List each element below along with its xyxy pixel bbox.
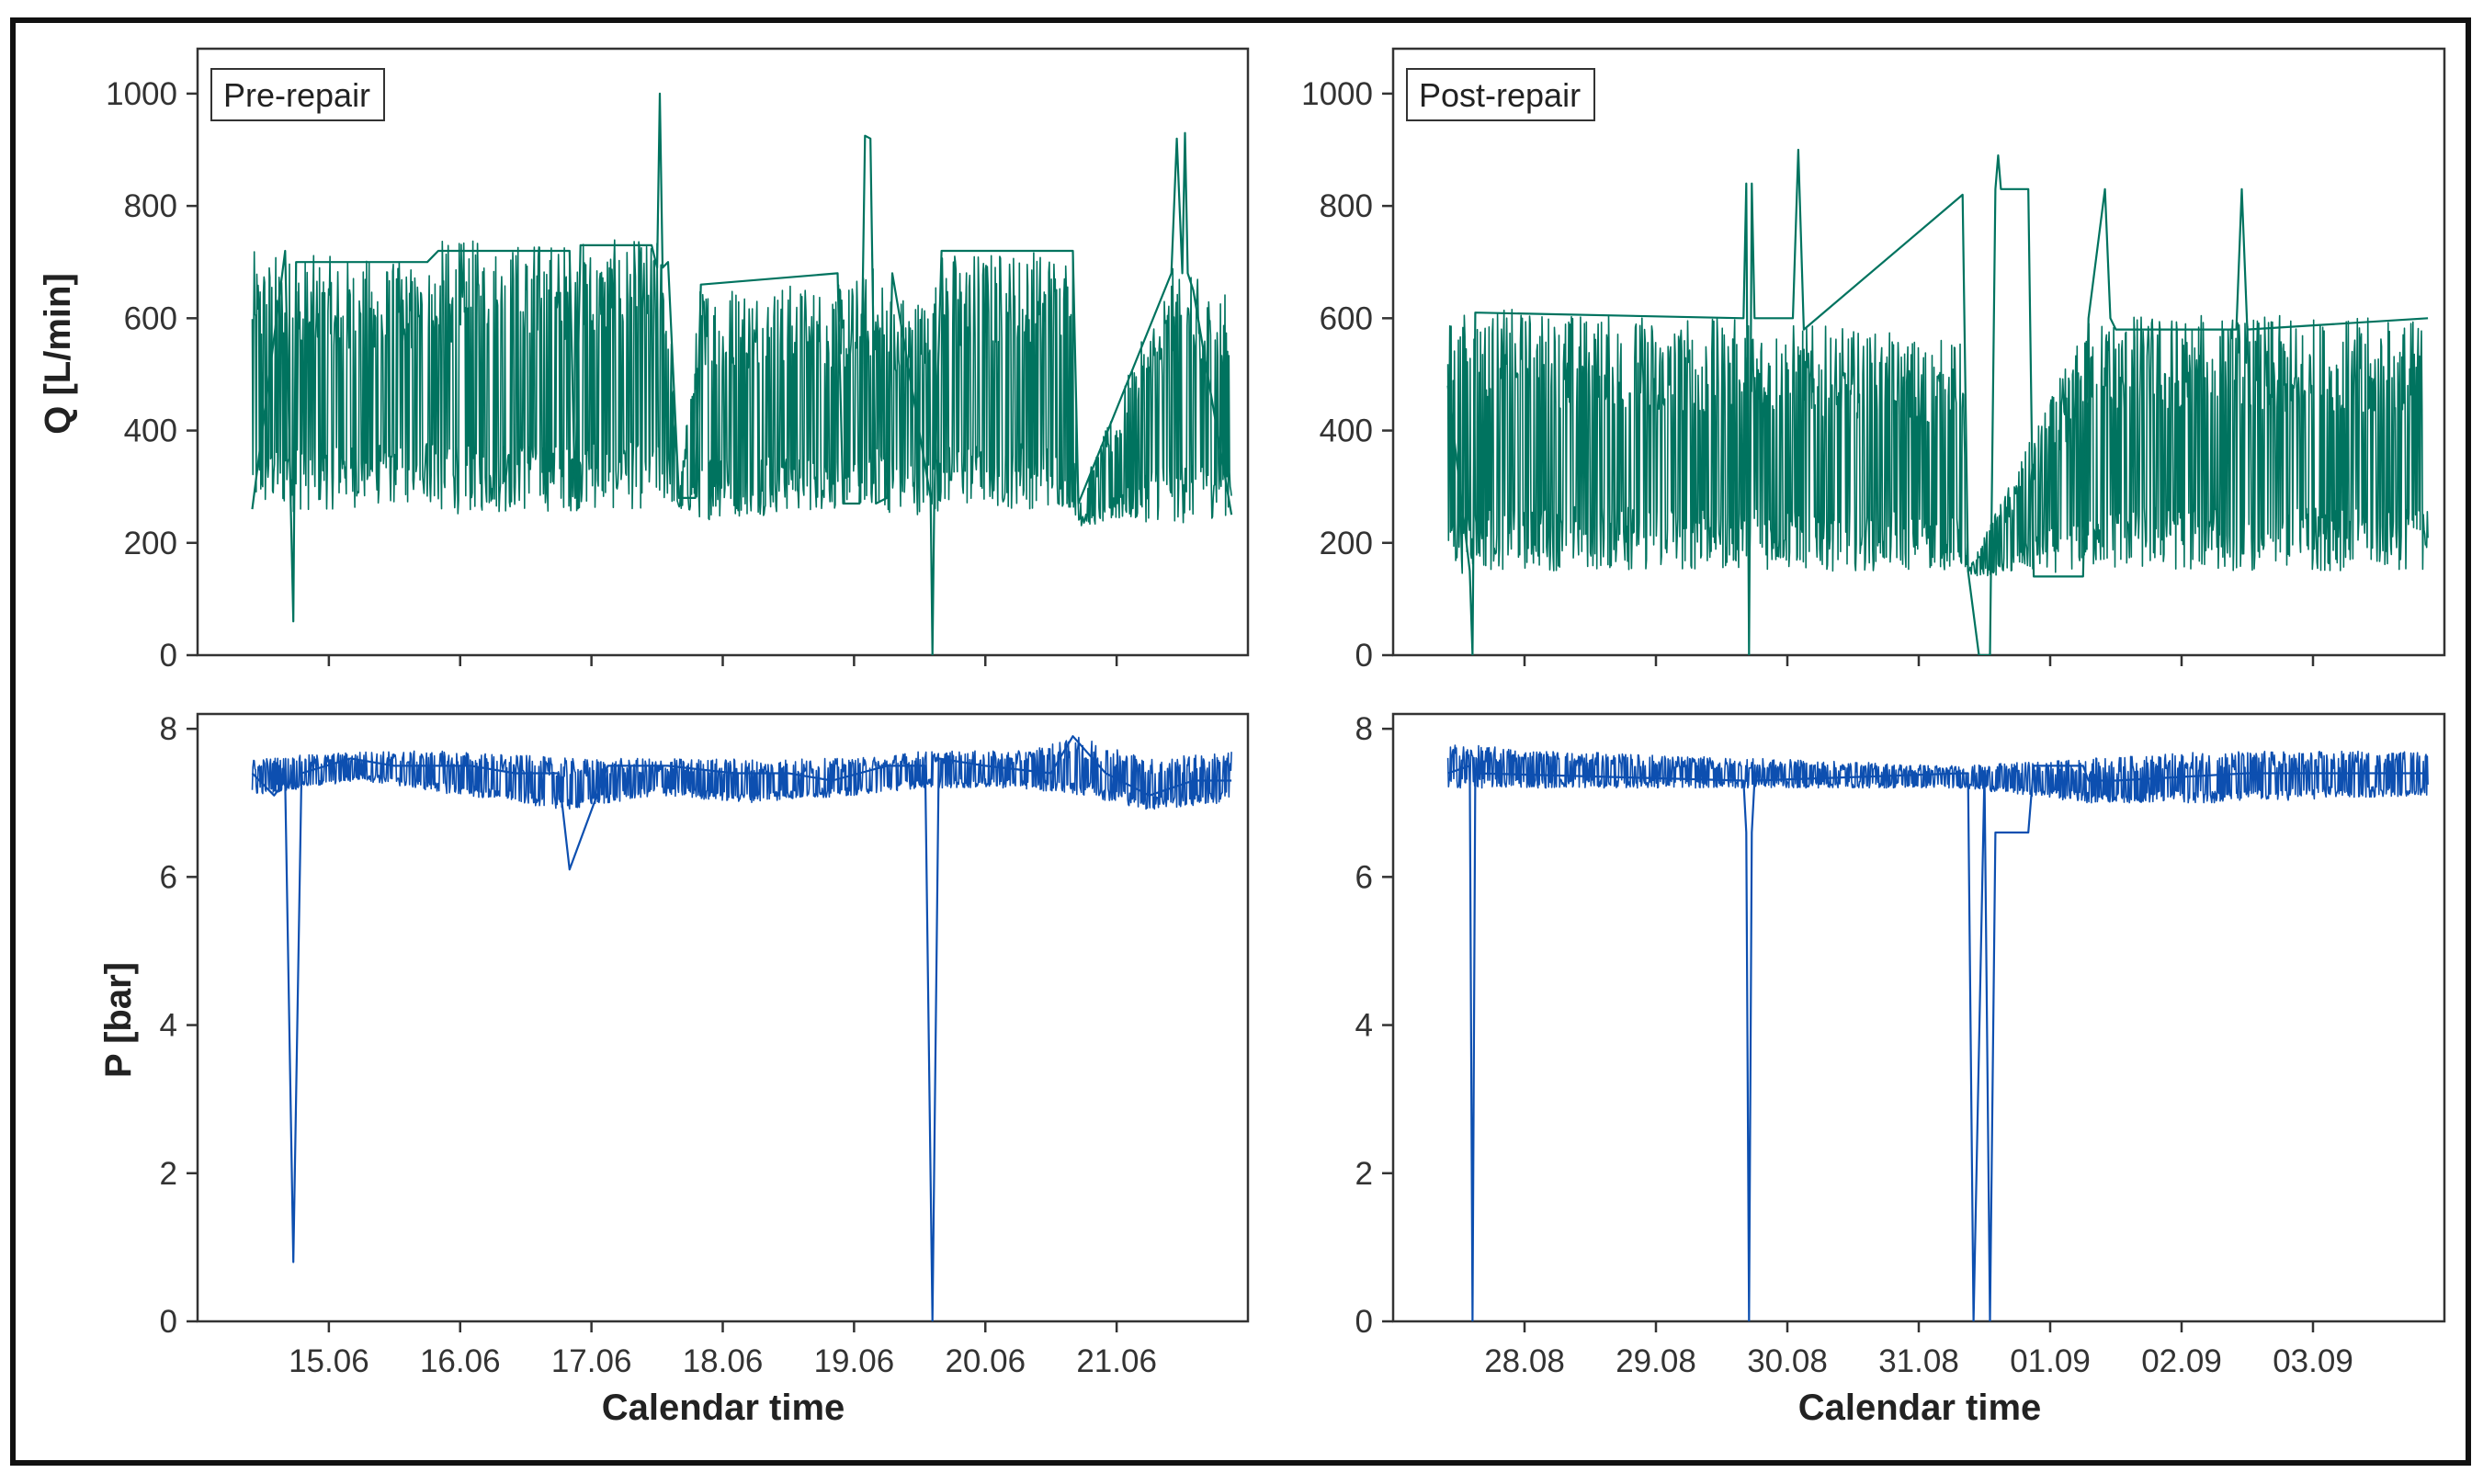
series-group — [251, 92, 1233, 655]
panel-annotation: Post-repair — [1406, 68, 1595, 121]
annotation-label: Post-repair — [1419, 76, 1581, 114]
y-tick-label: 8 — [1355, 711, 1373, 747]
x-tick-label: 21.06 — [1076, 1343, 1157, 1379]
y-tick-label: 6 — [160, 859, 177, 895]
y-tick-label: 0 — [1355, 1304, 1373, 1340]
signal-texture-line — [251, 239, 1232, 527]
annotation-box — [210, 68, 385, 121]
x-tick-label: 19.06 — [814, 1343, 895, 1379]
annotation-box — [1406, 68, 1595, 121]
series-group — [1446, 744, 2429, 1321]
pressure-post-repair-panel: 0 2 4 6 8 28.08 29.08 30.08 31.08 01.09 02.09 03.09 — [1355, 711, 2446, 1379]
flow-post-repair-panel: 0 200 400 600 800 1000 Post-repair — [1301, 47, 2446, 674]
series-line — [1446, 148, 2429, 655]
flow-y-axis-title: Q [L/min] — [38, 273, 78, 435]
pressure-pre-repair-panel: 0 2 4 6 8 15.06 16.06 17.06 18.06 19.06 20.06 21.06 — [160, 711, 1250, 1379]
annotation-label: Pre-repair — [223, 76, 370, 114]
series-line — [251, 92, 1233, 655]
y-tick-label: 0 — [1355, 638, 1373, 674]
y-tick-label: 1000 — [1301, 76, 1373, 112]
x-tick-label: 02.09 — [2141, 1343, 2222, 1379]
x-tick-label: 31.08 — [1878, 1343, 1959, 1379]
pressure-y-axis-title: P [bar] — [98, 962, 139, 1078]
x-tick-label: 28.08 — [1484, 1343, 1565, 1379]
y-tick-label: 800 — [124, 188, 177, 224]
x-tick-label: 16.06 — [420, 1343, 501, 1379]
x-tick-label: 03.09 — [2273, 1343, 2353, 1379]
x-tick-label: 29.08 — [1616, 1343, 1696, 1379]
y-tick-label: 4 — [160, 1008, 177, 1044]
series-group — [251, 735, 1232, 1321]
plot-area — [196, 712, 1250, 1323]
y-tick-label: 0 — [160, 638, 177, 674]
y-tick-label: 0 — [160, 1304, 177, 1340]
y-tick-label: 6 — [1355, 859, 1373, 895]
x-tick-label: 18.06 — [683, 1343, 764, 1379]
y-tick-label: 200 — [124, 526, 177, 561]
y-tick-label: 600 — [1320, 300, 1373, 336]
y-tick-label: 8 — [160, 711, 177, 747]
series-line — [1447, 765, 2429, 1321]
x-tick-label: 17.06 — [551, 1343, 632, 1379]
y-tick-label: 400 — [124, 413, 177, 449]
y-tick-label: 200 — [1320, 526, 1373, 561]
y-tick-label: 4 — [1355, 1008, 1373, 1044]
series-line — [251, 735, 1232, 1321]
plot-area — [1391, 712, 2446, 1323]
left-x-axis-title: Calendar time — [602, 1388, 845, 1428]
panel-annotation: Pre-repair — [210, 68, 385, 121]
y-tick-label: 1000 — [106, 76, 177, 112]
flow-pre-repair-panel: 0 200 400 600 800 1000 Pre-repair — [106, 47, 1250, 674]
x-tick-label: 20.06 — [945, 1343, 1026, 1379]
signal-texture-line — [1446, 309, 2429, 577]
x-tick-label: 01.09 — [2010, 1343, 2091, 1379]
series-group — [1446, 148, 2429, 655]
x-tick-label: 15.06 — [289, 1343, 369, 1379]
y-tick-label: 2 — [1355, 1156, 1373, 1192]
y-tick-label: 2 — [160, 1156, 177, 1192]
y-tick-label: 400 — [1320, 413, 1373, 449]
right-x-axis-title: Calendar time — [1798, 1388, 2042, 1428]
signal-texture-line — [251, 736, 1232, 810]
signal-texture-line — [1446, 744, 2429, 804]
x-tick-label: 30.08 — [1747, 1343, 1828, 1379]
y-tick-label: 800 — [1320, 188, 1373, 224]
y-tick-label: 600 — [124, 300, 177, 336]
